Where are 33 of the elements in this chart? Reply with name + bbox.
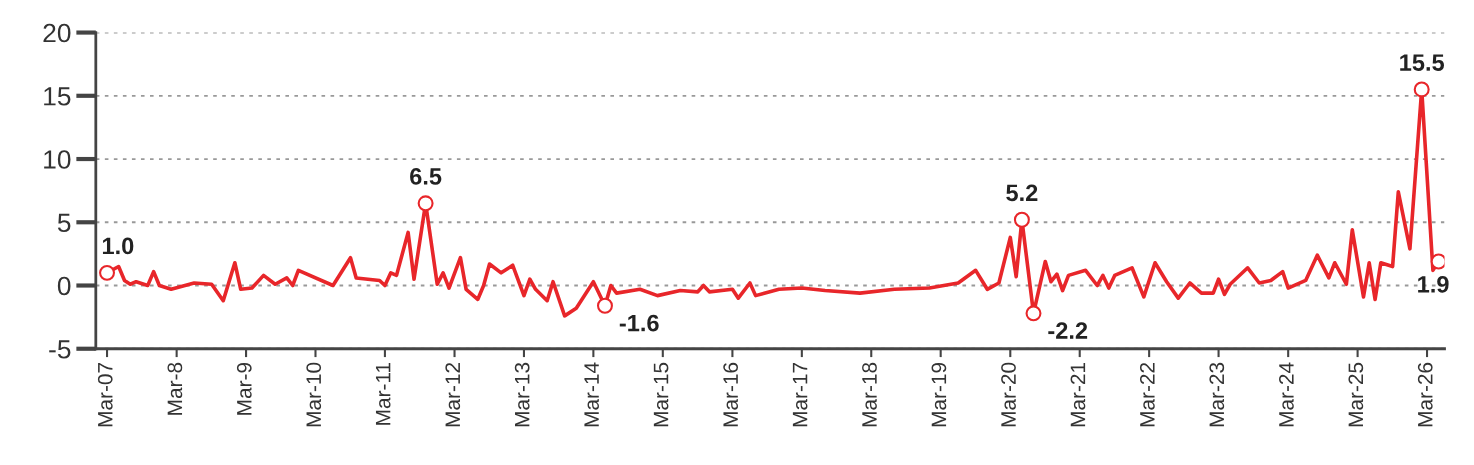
x-tick-label: Mar-12: [445, 362, 461, 427]
x-tick-label: Mar-9: [236, 362, 252, 415]
annotation: 6.5: [410, 168, 442, 185]
y-tick-label: 5: [57, 213, 71, 233]
annotation: 1.9: [1418, 275, 1449, 293]
y-tick-label: 0: [57, 276, 71, 296]
annotation: 15.5: [1400, 54, 1445, 71]
x-tick-label: Mar-18: [862, 362, 877, 427]
y-tick-label: 10: [44, 150, 71, 169]
x-tick-label: Mar-16: [723, 362, 738, 427]
y-tick-label: -5: [49, 340, 71, 359]
x-tick-label: Mar-20: [1001, 362, 1016, 427]
x-tick-label: Mar-21: [1070, 362, 1086, 427]
annotation: -2.2: [1048, 322, 1088, 339]
y-tick-label: 20: [43, 23, 71, 43]
x-tick-label: Mar-14: [584, 362, 599, 427]
x-tick-label: Mar-25: [1348, 362, 1364, 427]
x-tick-label: Mar-07: [97, 362, 113, 427]
x-tick-label: Mar-24: [1279, 362, 1294, 427]
x-tick-label: Mar-13: [514, 362, 530, 427]
x-tick-label: Mar-23: [1209, 362, 1225, 427]
x-tick-label: Mar-15: [653, 362, 669, 427]
x-tick-label: Mar-8: [167, 362, 183, 415]
x-tick-label: Mar-10: [306, 362, 322, 427]
x-tick-label: Mar-17: [792, 362, 808, 427]
annotation: -1.6: [619, 314, 659, 332]
x-tick-label: Mar-19: [931, 362, 947, 427]
x-tick-label: Mar-26: [1417, 362, 1433, 427]
annotation: 1.0: [102, 237, 134, 255]
annotation: 5.2: [1006, 184, 1038, 202]
y-tick-label: 15: [44, 87, 71, 106]
x-tick-label: Mar-22: [1139, 362, 1155, 427]
x-tick-label: Mar-11: [375, 362, 391, 425]
